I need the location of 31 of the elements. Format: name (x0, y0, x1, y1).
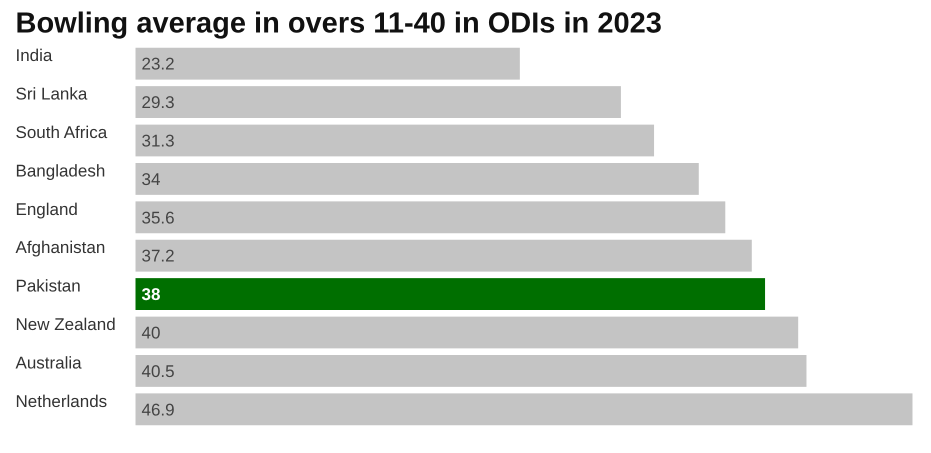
bar (136, 278, 766, 310)
y-tick-label: India (16, 46, 53, 66)
data-label: 46.9 (142, 400, 175, 420)
bar (136, 316, 798, 348)
bar (136, 124, 654, 156)
data-label: 40 (142, 324, 160, 342)
data-label: 31.3 (142, 132, 175, 150)
data-label: 38 (142, 285, 160, 304)
bar (136, 86, 621, 118)
data-label: 29.3 (142, 93, 175, 112)
bar (136, 48, 520, 80)
y-tick-label: Australia (16, 353, 82, 372)
y-tick-label: Pakistan (16, 276, 81, 296)
y-tick-label: Afghanistan (16, 238, 106, 258)
y-tick-label: Sri Lanka (16, 84, 88, 104)
y-tick-label: Netherlands (16, 392, 108, 411)
bar (136, 354, 806, 387)
data-label: 37.2 (142, 246, 175, 266)
data-label: 40.5 (142, 362, 175, 381)
y-tick-label: South Africa (16, 123, 108, 142)
bar (136, 201, 726, 234)
y-tick-label: Bangladesh (16, 161, 106, 180)
y-tick-label: New Zealand (16, 315, 116, 334)
data-label: 34 (142, 170, 160, 189)
data-label: 35.6 (142, 208, 175, 228)
bar (136, 162, 699, 195)
data-label: 23.2 (142, 54, 175, 74)
bar (136, 240, 752, 272)
y-tick-label: England (16, 200, 78, 219)
bar (136, 393, 912, 426)
chart-title: Bowling average in overs 11-40 in ODIs in 2023 (16, 8, 662, 40)
